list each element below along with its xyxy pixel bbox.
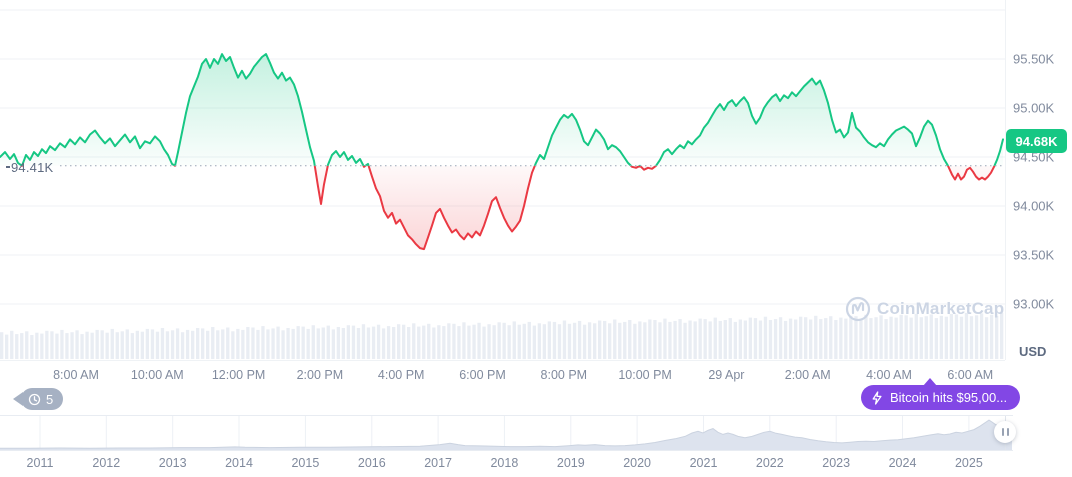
navigator-resize-handle[interactable] [994,421,1016,443]
y-axis-label: 93.50K [1013,248,1055,263]
current-price-badge: 94.68K [1006,129,1067,153]
history-badge-pointer [13,392,23,406]
handle-grip-bar [1001,428,1004,436]
x-axis-label: 29 Apr [708,368,744,382]
price-series-below-baseline [20,165,996,251]
baseline-price-label: 94.41K [11,160,54,175]
year-label: 2023 [822,456,850,470]
navigator-area [0,420,1012,450]
coinmarketcap-watermark: CoinMarketCap [845,296,1004,322]
year-label: 2014 [225,456,253,470]
x-axis-label: 8:00 PM [541,368,588,382]
y-axis-label: 94.50K [1013,150,1055,165]
range-navigator[interactable]: 2011 2012 2013 2014 2015 2016 2017 2018 2019 2020… [0,415,1072,477]
year-label: 2021 [690,456,718,470]
coinmarketcap-logo-icon [845,296,871,322]
year-label: 2019 [557,456,585,470]
year-label: 2011 [27,456,54,470]
x-axis-label: 8:00 AM [53,368,99,382]
price-chart[interactable]: 95.50K 95.00K 94.50K 94.00K 93.50K 93.00K 8:00… [0,0,1072,416]
year-label: 2012 [92,456,120,470]
handle-grip-bar [1006,428,1009,436]
y-axis-label: 95.00K [1013,101,1055,116]
watermark-text: CoinMarketCap [877,299,1005,318]
x-axis-label: 10:00 AM [131,368,184,382]
year-label: 2020 [623,456,651,470]
currency-unit-label: USD [1019,344,1047,359]
baseline-tick [6,166,10,168]
y-axis-label: 95.50K [1013,52,1055,67]
price-alert-badge[interactable]: Bitcoin hits $95,00... [861,385,1021,410]
year-label: 2016 [358,456,386,470]
x-axis-label: 4:00 AM [866,368,912,382]
year-label: 2017 [424,456,452,470]
year-label: 2015 [291,456,319,470]
year-label: 2024 [889,456,917,470]
navigator-line [0,419,1013,449]
history-badge-count: 5 [46,391,54,407]
x-axis-label: 6:00 AM [947,368,993,382]
x-axis-label: 10:00 PM [618,368,672,382]
year-label: 2013 [159,456,187,470]
history-clock-icon [28,393,41,406]
lightning-icon [871,390,883,405]
volume-bars [0,312,1004,360]
x-axis-label: 4:00 PM [378,368,425,382]
alert-badge-label: Bitcoin hits $95,00... [890,390,1008,405]
x-axis-label: 2:00 PM [297,368,344,382]
x-axis-label: 2:00 AM [785,368,831,382]
y-axis-label: 94.00K [1013,199,1055,214]
year-label: 2025 [955,456,983,470]
history-events-badge[interactable]: 5 [21,388,64,410]
y-axis-label: 93.00K [1013,297,1055,312]
year-label: 2022 [756,456,784,470]
price-series-above-baseline [0,53,1004,166]
x-axis-label: 6:00 PM [459,368,506,382]
year-label: 2018 [490,456,518,470]
x-axis-label: 12:00 PM [212,368,266,382]
alert-badge-pointer [923,378,937,386]
